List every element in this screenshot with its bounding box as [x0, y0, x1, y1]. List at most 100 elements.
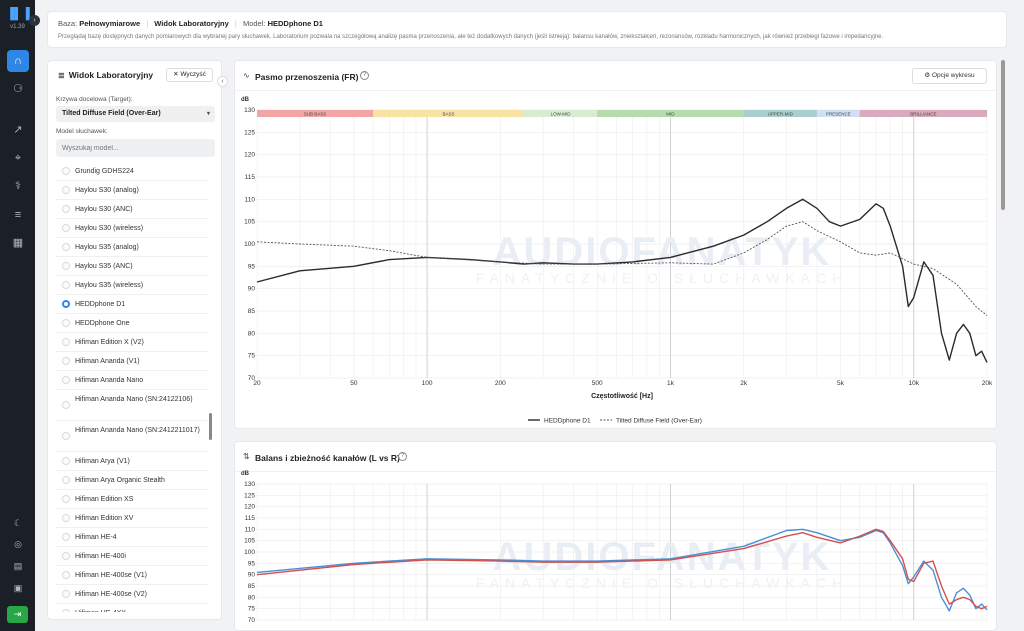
y-tick-label: 85	[248, 308, 256, 315]
balance-panel-header: ⇅ Balans i zbieżność kanałów (L vs R) ?	[235, 442, 996, 472]
info-card: Baza: Pełnowymiarowe | Widok Laboratoryj…	[47, 11, 1007, 48]
list-item[interactable]: Hifiman Ananda Nano (SN:2412211017)	[56, 421, 208, 452]
legend-entry: Tilted Diffuse Field (Over-Ear)	[616, 417, 702, 424]
moon-icon[interactable]: ☾	[13, 518, 23, 528]
y-tick-label: 100	[244, 549, 255, 556]
y-tick-label: 80	[248, 594, 256, 601]
list-item[interactable]: Hifiman HE-4	[56, 528, 208, 547]
info-icon[interactable]: ?	[360, 71, 369, 80]
radio-button[interactable]	[62, 571, 70, 579]
list-item[interactable]: Hifiman Edition XS	[56, 490, 208, 509]
model-label: Haylou S35 (wireless)	[75, 282, 144, 289]
y-tick-label: 125	[244, 129, 255, 136]
y-tick-label: 115	[245, 174, 256, 181]
nav-calculator-icon[interactable]: ▦	[12, 237, 24, 249]
radio-button[interactable]	[62, 457, 70, 465]
radio-button[interactable]	[62, 533, 70, 541]
x-tick-label: 5k	[837, 380, 845, 387]
camera-icon[interactable]: ▣	[13, 583, 23, 593]
radio-button[interactable]	[62, 281, 70, 289]
list-item[interactable]: Hifiman HE-400se (V2)	[56, 585, 208, 604]
x-tick-label: 200	[495, 380, 506, 387]
list-item[interactable]: Haylou S30 (analog)	[56, 181, 208, 200]
watermark: AUDIOFANATYK	[493, 230, 832, 274]
radio-button[interactable]	[62, 495, 70, 503]
list-item[interactable]: Grundig GDHS224	[56, 162, 208, 181]
y-axis-label: dB	[241, 97, 250, 103]
model-label: Hifiman Arya (V1)	[75, 458, 130, 465]
radio-button[interactable]	[62, 476, 70, 484]
nav-sliders-icon[interactable]: ≡	[14, 209, 22, 221]
radio-button[interactable]	[62, 167, 70, 175]
x-tick-label: 20k	[982, 380, 993, 387]
list-item[interactable]: Hifiman HE-400se (V1)	[56, 566, 208, 585]
list-item[interactable]: Hifiman Ananda (V1)	[56, 352, 208, 371]
model-label: Hifiman Ananda Nano	[75, 377, 144, 384]
nav-headphones-icon[interactable]: ∩	[7, 50, 29, 72]
nav-line-chart-icon[interactable]: ↗	[13, 124, 23, 136]
list-item[interactable]: Hifiman Edition X (V2)	[56, 333, 208, 352]
list-item[interactable]: Haylou S35 (wireless)	[56, 276, 208, 295]
band-low-mid	[523, 110, 598, 117]
list-item[interactable]: Hifiman HE-400i	[56, 547, 208, 566]
radio-button[interactable]	[62, 338, 70, 346]
target-select[interactable]: Tilted Diffuse Field (Over-Ear) ▾	[56, 106, 215, 122]
list-item[interactable]: HEDDphone D1	[56, 295, 208, 314]
clipboard-icon[interactable]: ▤	[13, 561, 23, 571]
exit-icon[interactable]: ⇥	[7, 606, 28, 623]
collapse-rail-icon[interactable]: ›	[29, 15, 40, 26]
clear-button[interactable]: ✕ Wyczyść	[166, 68, 213, 82]
list-item[interactable]: Hifiman Edition XV	[56, 509, 208, 528]
radio-button[interactable]	[62, 432, 70, 440]
nav-ear-icon[interactable]: ⚆	[13, 83, 23, 95]
list-item[interactable]: Haylou S35 (ANC)	[56, 257, 208, 276]
list-scrollbar[interactable]	[209, 413, 212, 440]
globe-icon[interactable]: ◎	[14, 539, 22, 549]
x-axis-label: Częstotliwość [Hz]	[591, 393, 653, 400]
page-scrollbar[interactable]	[1001, 60, 1005, 210]
list-item[interactable]: Hifiman Arya Organic Stealth	[56, 471, 208, 490]
y-tick-label: 105	[244, 219, 255, 226]
radio-button[interactable]	[62, 205, 70, 213]
watermark-sub: FANATYCZNIE O SŁUCHAWKACH	[476, 270, 848, 286]
chart-options-button[interactable]: ⚙ Opcje wykresu	[912, 68, 987, 84]
info-icon[interactable]: ?	[398, 452, 407, 461]
radio-button[interactable]	[62, 186, 70, 194]
info-description: Przeglądaj bazę dostępnych danych pomiar…	[58, 34, 884, 40]
collapse-sidebar-icon[interactable]: ‹	[217, 76, 228, 87]
list-item[interactable]: Haylou S30 (ANC)	[56, 200, 208, 219]
list-item[interactable]: Hifiman Arya (V1)	[56, 452, 208, 471]
radio-button[interactable]	[62, 319, 70, 327]
model-value: HEDDphone D1	[267, 19, 323, 28]
radio-button[interactable]	[62, 514, 70, 522]
band-upper-mid	[743, 110, 817, 117]
radio-button[interactable]	[62, 552, 70, 560]
nav-target-icon[interactable]: ⌖	[14, 152, 22, 164]
search-input[interactable]	[56, 139, 215, 157]
balance-panel: ⇅ Balans i zbieżność kanałów (L vs R) ? …	[234, 441, 997, 631]
swap-icon: ⇅	[243, 452, 250, 461]
list-item[interactable]: Hifiman HE-4XX	[56, 604, 208, 612]
radio-button[interactable]	[62, 224, 70, 232]
radio-button[interactable]	[62, 243, 70, 251]
model-label: Hifiman HE-4	[75, 534, 117, 541]
radio-button[interactable]	[62, 401, 70, 409]
radio-button[interactable]	[62, 300, 70, 308]
list-item[interactable]: Haylou S35 (analog)	[56, 238, 208, 257]
nav-stethoscope-icon[interactable]: ⚕	[15, 180, 21, 192]
radio-button[interactable]	[62, 590, 70, 598]
filter-icon: ≣	[58, 71, 65, 80]
y-tick-label: 70	[248, 617, 256, 624]
y-axis-label: dB	[241, 471, 250, 477]
sidebar-title: ≣ Widok Laboratoryjny	[58, 70, 154, 80]
radio-button[interactable]	[62, 262, 70, 270]
model-label: Hifiman Edition XV	[75, 515, 134, 522]
radio-button[interactable]	[62, 357, 70, 365]
series-line	[256, 221, 988, 316]
list-item[interactable]: Haylou S30 (wireless)	[56, 219, 208, 238]
list-item[interactable]: Hifiman Ananda Nano (SN:24122106)	[56, 390, 208, 421]
radio-button[interactable]	[62, 609, 70, 612]
radio-button[interactable]	[62, 376, 70, 384]
list-item[interactable]: HEDDphone One	[56, 314, 208, 333]
list-item[interactable]: Hifiman Ananda Nano	[56, 371, 208, 390]
